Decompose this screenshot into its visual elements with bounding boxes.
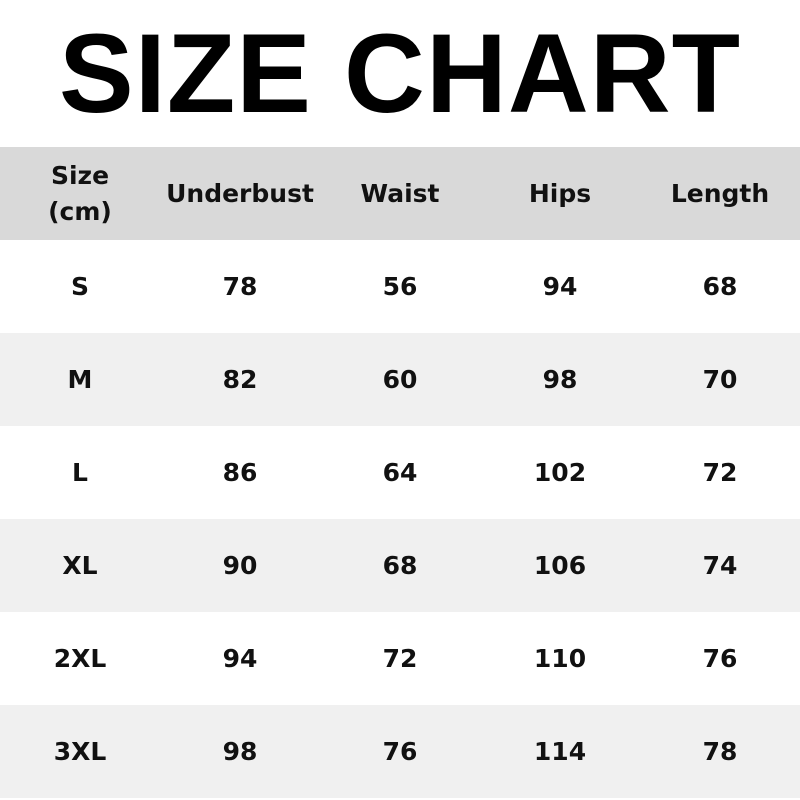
cell-hips: 102 bbox=[533, 458, 587, 487]
cell-hips: 114 bbox=[533, 737, 587, 766]
cell-hips: 106 bbox=[533, 551, 587, 580]
cell-length: 78 bbox=[702, 737, 738, 766]
cell-underbust: 94 bbox=[222, 644, 258, 673]
cell-size: XL bbox=[62, 551, 98, 580]
cell-hips: 94 bbox=[542, 272, 578, 301]
cell-hips: 110 bbox=[533, 644, 587, 673]
cell-underbust: 82 bbox=[222, 365, 258, 394]
cell-length: 74 bbox=[702, 551, 738, 580]
cell-waist: 56 bbox=[382, 272, 418, 301]
header-waist: Waist bbox=[360, 178, 440, 208]
size-chart-table: Size (cm) Underbust Waist Hips Length S 78… bbox=[0, 147, 800, 798]
cell-size: L bbox=[72, 458, 88, 487]
header-size-unit: (cm) bbox=[48, 196, 112, 226]
table-header-row: Size (cm) Underbust Waist Hips Length bbox=[0, 147, 800, 240]
cell-length: 68 bbox=[702, 272, 738, 301]
cell-size: M bbox=[67, 365, 93, 394]
cell-size: 2XL bbox=[53, 644, 107, 673]
header-underbust: Underbust bbox=[166, 178, 314, 208]
cell-size: S bbox=[70, 272, 89, 301]
table-row: XL 90 68 106 74 bbox=[0, 519, 800, 612]
cell-length: 76 bbox=[702, 644, 738, 673]
cell-waist: 76 bbox=[382, 737, 418, 766]
cell-underbust: 86 bbox=[222, 458, 258, 487]
cell-waist: 72 bbox=[382, 644, 418, 673]
table-row: 3XL 98 76 114 78 bbox=[0, 705, 800, 798]
cell-waist: 64 bbox=[382, 458, 418, 487]
header-size: Size (cm) bbox=[0, 147, 160, 240]
cell-length: 70 bbox=[702, 365, 738, 394]
cell-length: 72 bbox=[702, 458, 738, 487]
header-size-label: Size bbox=[50, 160, 110, 190]
cell-waist: 68 bbox=[382, 551, 418, 580]
table-row: S 78 56 94 68 bbox=[0, 240, 800, 333]
cell-size: 3XL bbox=[53, 737, 107, 766]
table-row: 2XL 94 72 110 76 bbox=[0, 612, 800, 705]
cell-underbust: 90 bbox=[222, 551, 258, 580]
page-title: SIZE CHART bbox=[59, 10, 741, 136]
header-length: Length bbox=[670, 178, 770, 208]
table-row: L 86 64 102 72 bbox=[0, 426, 800, 519]
cell-waist: 60 bbox=[382, 365, 418, 394]
header-hips: Hips bbox=[528, 178, 592, 208]
cell-hips: 98 bbox=[542, 365, 578, 394]
cell-underbust: 98 bbox=[222, 737, 258, 766]
table-row: M 82 60 98 70 bbox=[0, 333, 800, 426]
cell-underbust: 78 bbox=[222, 272, 258, 301]
